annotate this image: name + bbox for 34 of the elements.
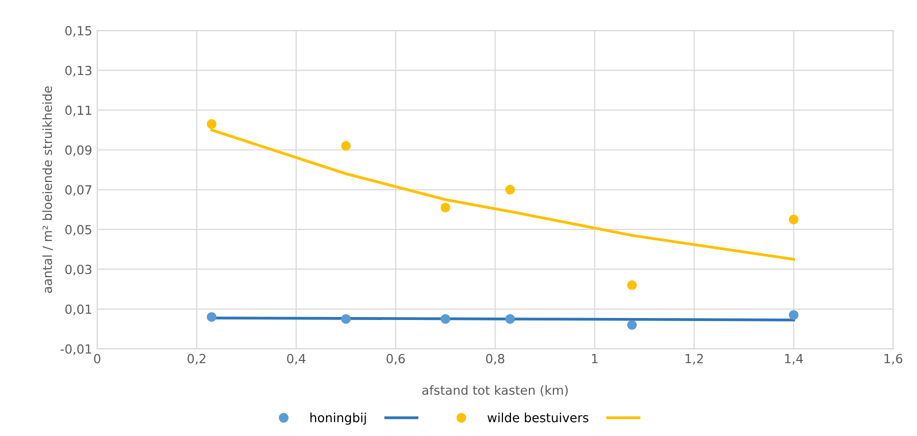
x-tick-label: 1 [592,354,598,364]
x-tick-label: 1,2 [686,354,703,365]
x-tick-label: 0,8 [486,354,504,365]
point [341,141,351,151]
y-tick-label: 0,07 [65,185,92,196]
x-tick-label: 0 [94,354,100,364]
point [627,320,637,330]
y-tick-label: 0,13 [65,66,92,77]
point [206,312,216,322]
point [788,214,799,224]
point [206,119,216,129]
y-tick-label: 0,09 [65,145,92,156]
x-tick-label: 1,6 [884,354,902,365]
y-tick-label: 0,05 [65,224,92,236]
x-tick-label: 0,6 [386,354,405,365]
y-tick-label: 0,15 [65,26,92,37]
point [505,314,515,324]
y-tick-label: -0,01 [60,344,92,355]
x-tick-label: 0,2 [188,354,206,365]
y-tick-label: 0,11 [65,106,92,116]
legend-label: wilde bestuivers [488,412,588,422]
point [341,314,351,324]
point [788,310,799,320]
x-axis-title: afstand tot kasten (km) [422,385,568,396]
y-axis-title: aantal / m² bloeiende struikheide [42,86,54,293]
x-tick-label: 1,4 [785,354,803,365]
y-tick-label: 0,03 [65,264,92,276]
point [627,280,637,290]
point [440,202,450,212]
y-tick-label: 0,01 [65,304,92,316]
x-tick-label: 0,4 [287,354,306,365]
point [505,184,515,195]
legend-label: honingbij [310,412,366,425]
point [440,314,450,324]
